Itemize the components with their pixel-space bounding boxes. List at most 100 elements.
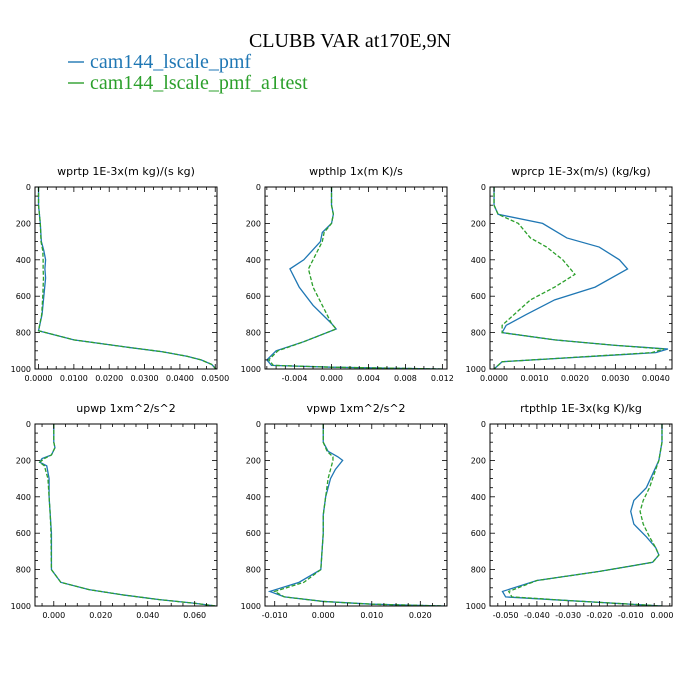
panel-title: vpwp 1xm^2/s^2 <box>306 402 405 415</box>
y-tick-label: 400 <box>471 493 486 502</box>
y-tick-label: 200 <box>16 456 31 465</box>
plot-frame <box>34 423 218 607</box>
y-tick-label: 0 <box>256 420 261 429</box>
series-line-1 <box>493 187 669 369</box>
series-line-1 <box>37 187 217 369</box>
panel-5: vpwp 1xm^2/s^2 0 200 400 600 800 1000-0.010 0.0… <box>241 402 448 620</box>
y-tick-label: 0 <box>26 183 31 192</box>
y-tick-label: 800 <box>246 566 261 575</box>
x-tick-label: 0.0500 <box>201 374 229 383</box>
panel-title: rtpthlp 1E-3x(kg K)/kg <box>520 402 642 415</box>
x-tick-label: 0.0000 <box>25 374 53 383</box>
panel-title: wprtp 1E-3x(m kg)/(s kg) <box>57 165 195 178</box>
y-tick-label: 200 <box>471 219 486 228</box>
y-tick-label: 1000 <box>241 602 261 611</box>
y-tick-label: 800 <box>16 566 31 575</box>
x-tick-label: 0.004 <box>357 374 380 383</box>
x-tick-label: 0.020 <box>409 611 432 620</box>
x-tick-label: 0.040 <box>136 611 159 620</box>
y-tick-label: 0 <box>481 420 486 429</box>
series-line-2 <box>507 424 663 606</box>
y-tick-label: 200 <box>246 456 261 465</box>
x-tick-label: 0.010 <box>360 611 383 620</box>
x-tick-label: 0.0300 <box>131 374 159 383</box>
x-tick-label: 0.000 <box>42 611 65 620</box>
y-tick-label: 0 <box>481 183 486 192</box>
panel-2: wpthlp 1x(m K)/s 0 200 400 600 800 1000 -0.004 0… <box>241 165 454 383</box>
y-tick-label: 600 <box>246 529 261 538</box>
series-line-1 <box>501 424 663 606</box>
y-tick-label: 800 <box>471 566 486 575</box>
series-line-1 <box>267 424 445 606</box>
y-tick-label: 1000 <box>466 602 486 611</box>
x-tick-label: 0.000 <box>312 611 335 620</box>
legend: cam144_lscale_pmf cam144_lscale_pmf_a1te… <box>68 51 308 94</box>
y-tick-label: 800 <box>246 329 261 338</box>
y-tick-label: 0 <box>256 183 261 192</box>
y-tick-label: 400 <box>246 256 261 265</box>
x-tick-label: 0.020 <box>89 611 112 620</box>
y-tick-label: 800 <box>471 329 486 338</box>
panel-4: upwp 1xm^2/s^2 0 200 400 600 800 1000 0.000 0.02… <box>11 402 218 620</box>
plot-frame <box>34 186 218 370</box>
y-tick-label: 0 <box>26 420 31 429</box>
y-tick-label: 400 <box>16 256 31 265</box>
series-line-1 <box>38 424 216 606</box>
legend-label-1: cam144_lscale_pmf <box>90 51 251 73</box>
panels: wprtp 1E-3x(m kg)/(s kg) 0 200 400 600 800 100… <box>11 165 674 620</box>
x-tick-label: -0.010 <box>262 611 288 620</box>
x-tick-label: 0.0040 <box>642 374 670 383</box>
plot-frame <box>264 423 448 607</box>
panel-6: rtpthlp 1E-3x(kg K)/kg02004006008001000-… <box>466 402 674 620</box>
y-tick-label: 400 <box>471 256 486 265</box>
panel-3: wprcp 1E-3x(m/s) (kg/kg) 0 200 400 600 800 100… <box>466 165 673 383</box>
y-tick-label: 1000 <box>241 365 261 374</box>
plot-frame <box>489 423 673 607</box>
x-tick-label: -0.020 <box>587 611 613 620</box>
y-tick-label: 200 <box>16 219 31 228</box>
y-tick-label: 400 <box>16 493 31 502</box>
x-tick-label: 0.0200 <box>95 374 123 383</box>
x-tick-label: 0.008 <box>394 374 417 383</box>
x-tick-label: 0.0100 <box>60 374 88 383</box>
y-tick-label: 600 <box>16 529 31 538</box>
legend-label-2: cam144_lscale_pmf_a1test <box>90 72 308 94</box>
series-line-2 <box>273 424 445 606</box>
y-tick-label: 600 <box>246 292 261 301</box>
x-tick-label: 0.012 <box>431 374 454 383</box>
y-tick-label: 1000 <box>11 365 31 374</box>
x-tick-label: 0.000 <box>651 611 674 620</box>
panel-1: wprtp 1E-3x(m kg)/(s kg) 0 200 400 600 800 100… <box>11 165 230 383</box>
x-tick-label: -0.030 <box>555 611 581 620</box>
x-tick-label: -0.040 <box>524 611 550 620</box>
x-tick-label: -0.004 <box>282 374 308 383</box>
y-tick-label: 1000 <box>11 602 31 611</box>
series-line-1 <box>265 187 443 369</box>
y-tick-label: 200 <box>471 456 486 465</box>
x-tick-label: 0.0030 <box>601 374 629 383</box>
x-tick-label: 0.060 <box>183 611 206 620</box>
figure-title: CLUBB VAR at170E,9N <box>249 30 451 52</box>
plot-frame <box>264 186 448 370</box>
x-tick-label: 0.0020 <box>561 374 589 383</box>
x-tick-label: -0.050 <box>493 611 519 620</box>
y-tick-label: 800 <box>16 329 31 338</box>
x-tick-label: 0.000 <box>320 374 343 383</box>
y-tick-label: 600 <box>471 529 486 538</box>
panel-title: wpthlp 1x(m K)/s <box>309 165 403 178</box>
x-tick-label: 0.0000 <box>480 374 508 383</box>
y-tick-label: 600 <box>16 292 31 301</box>
y-tick-label: 600 <box>471 292 486 301</box>
x-tick-label: -0.010 <box>618 611 644 620</box>
y-tick-label: 200 <box>246 219 261 228</box>
x-tick-label: 0.0400 <box>166 374 194 383</box>
series-line-2 <box>38 424 216 606</box>
panel-title: wprcp 1E-3x(m/s) (kg/kg) <box>511 165 650 178</box>
panel-title: upwp 1xm^2/s^2 <box>76 402 176 415</box>
y-tick-label: 400 <box>246 493 261 502</box>
series-line-2 <box>37 187 217 369</box>
y-tick-label: 1000 <box>466 365 486 374</box>
series-line-2 <box>493 187 665 369</box>
x-tick-label: 0.0010 <box>520 374 548 383</box>
